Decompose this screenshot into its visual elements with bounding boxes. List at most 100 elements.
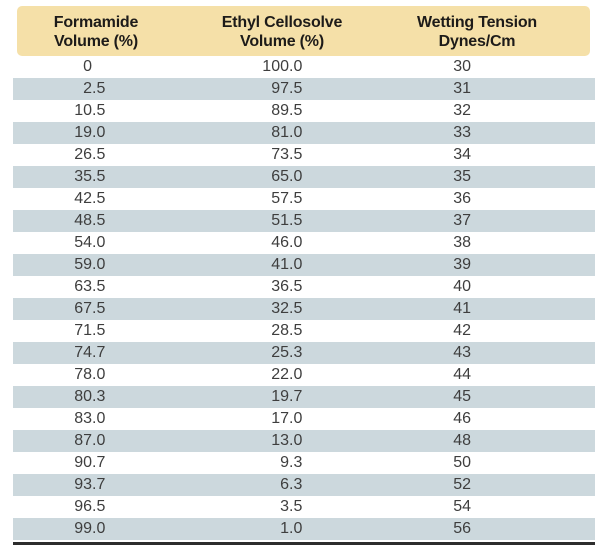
cell-fraction-part: .3	[289, 344, 303, 361]
cell-ethyl-cellosolve-volume: 100.0	[179, 56, 385, 78]
cell-ethyl-cellosolve-volume: 28.5	[179, 320, 385, 342]
cell-wetting-tension: 33	[385, 122, 595, 144]
cell-ethyl-cellosolve-volume: 57.5	[179, 188, 385, 210]
cell-fraction-part: .5	[289, 278, 303, 295]
table-header-background	[17, 6, 590, 56]
cell-integer-part: 99	[74, 520, 92, 537]
cell-integer-part: 90	[74, 454, 92, 471]
cell-ethyl-cellosolve-volume: 6.3	[179, 474, 385, 496]
cell-integer-part: 97	[271, 80, 289, 97]
cell-integer-part: 40	[453, 278, 471, 295]
cell-integer-part: 35	[453, 168, 471, 185]
cell-fraction-part: .5	[289, 80, 303, 97]
table-row: 10.5 89.5 32	[13, 100, 595, 122]
cell-fraction-part: .0	[92, 410, 106, 427]
cell-integer-part: 10	[74, 102, 92, 119]
cell-integer-part: 48	[74, 212, 92, 229]
cell-integer-part: 83	[74, 410, 92, 427]
cell-ethyl-cellosolve-volume: 81.0	[179, 122, 385, 144]
cell-fraction-part: .7	[92, 344, 106, 361]
cell-fraction-part: .5	[92, 168, 106, 185]
cell-fraction-part: .0	[92, 520, 106, 537]
table-row: 42.5 57.5 36	[13, 188, 595, 210]
cell-integer-part: 56	[453, 520, 471, 537]
cell-integer-part: 80	[74, 388, 92, 405]
cell-wetting-tension: 34	[385, 144, 595, 166]
table-row: 93.7 6.3 52	[13, 474, 595, 496]
cell-formamide-volume: 63.5	[13, 276, 179, 298]
cell-formamide-volume: 2.5	[13, 78, 179, 100]
cell-integer-part: 34	[453, 146, 471, 163]
table-bottom-rule	[13, 542, 595, 545]
cell-wetting-tension: 38	[385, 232, 595, 254]
column-header-line2: Volume (%)	[54, 33, 138, 50]
cell-integer-part: 30	[453, 58, 471, 75]
cell-integer-part: 26	[74, 146, 92, 163]
cell-fraction-part: .5	[289, 498, 303, 515]
cell-ethyl-cellosolve-volume: 1.0	[179, 518, 385, 540]
cell-integer-part: 71	[74, 322, 92, 339]
cell-fraction-part: .5	[289, 146, 303, 163]
cell-ethyl-cellosolve-volume: 89.5	[179, 100, 385, 122]
cell-fraction-part: .0	[289, 432, 303, 449]
cell-fraction-part: .0	[92, 124, 106, 141]
column-header-line1: Ethyl Cellosolve	[221, 14, 343, 31]
cell-fraction-part: .7	[92, 454, 106, 471]
cell-ethyl-cellosolve-volume: 36.5	[179, 276, 385, 298]
cell-fraction-part: .0	[92, 366, 106, 383]
cell-formamide-volume: 87.0	[13, 430, 179, 452]
cell-fraction-part: .3	[92, 388, 106, 405]
cell-integer-part: 44	[453, 366, 471, 383]
cell-integer-part: 33	[453, 124, 471, 141]
cell-fraction-part: .3	[289, 476, 303, 493]
cell-ethyl-cellosolve-volume: 32.5	[179, 298, 385, 320]
table-row: 59.0 41.0 39	[13, 254, 595, 276]
cell-formamide-volume: 26.5	[13, 144, 179, 166]
cell-wetting-tension: 35	[385, 166, 595, 188]
table-row: 0 100.0 30	[13, 56, 595, 78]
cell-integer-part: 52	[453, 476, 471, 493]
table-row: 83.0 17.0 46	[13, 408, 595, 430]
cell-formamide-volume: 93.7	[13, 474, 179, 496]
cell-integer-part: 41	[453, 300, 471, 317]
column-header-line1: Formamide	[53, 14, 139, 31]
cell-integer-part: 54	[74, 234, 92, 251]
cell-formamide-volume: 10.5	[13, 100, 179, 122]
cell-wetting-tension: 54	[385, 496, 595, 518]
table-row: 78.0 22.0 44	[13, 364, 595, 386]
table-row: 67.5 32.5 41	[13, 298, 595, 320]
cell-wetting-tension: 31	[385, 78, 595, 100]
cell-fraction-part: .5	[92, 498, 106, 515]
cell-ethyl-cellosolve-volume: 13.0	[179, 430, 385, 452]
cell-wetting-tension: 44	[385, 364, 595, 386]
cell-formamide-volume: 42.5	[13, 188, 179, 210]
cell-ethyl-cellosolve-volume: 41.0	[179, 254, 385, 276]
table-header: Formamide Volume (%) Ethyl Cellosolve Vo…	[13, 6, 595, 56]
cell-integer-part: 39	[453, 256, 471, 273]
cell-integer-part: 37	[453, 212, 471, 229]
cell-ethyl-cellosolve-volume: 17.0	[179, 408, 385, 430]
cell-fraction-part: .0	[92, 432, 106, 449]
cell-formamide-volume: 54.0	[13, 232, 179, 254]
cell-integer-part: 45	[453, 388, 471, 405]
cell-integer-part: 38	[453, 234, 471, 251]
cell-ethyl-cellosolve-volume: 9.3	[179, 452, 385, 474]
cell-integer-part: 46	[453, 410, 471, 427]
cell-fraction-part: .5	[92, 146, 106, 163]
cell-integer-part: 32	[453, 102, 471, 119]
cell-wetting-tension: 36	[385, 188, 595, 210]
wetting-tension-table: Formamide Volume (%) Ethyl Cellosolve Vo…	[13, 6, 595, 545]
cell-fraction-part: .5	[92, 190, 106, 207]
cell-integer-part: 31	[453, 80, 471, 97]
cell-integer-part: 63	[74, 278, 92, 295]
cell-wetting-tension: 46	[385, 408, 595, 430]
cell-integer-part: 74	[74, 344, 92, 361]
cell-integer-part: 67	[74, 300, 92, 317]
cell-integer-part: 19	[74, 124, 92, 141]
cell-fraction-part: .5	[92, 322, 106, 339]
cell-integer-part: 35	[74, 168, 92, 185]
cell-ethyl-cellosolve-volume: 46.0	[179, 232, 385, 254]
table-row: 96.5 3.5 54	[13, 496, 595, 518]
column-header-formamide-volume: Formamide Volume (%)	[13, 6, 179, 56]
cell-integer-part: 43	[453, 344, 471, 361]
